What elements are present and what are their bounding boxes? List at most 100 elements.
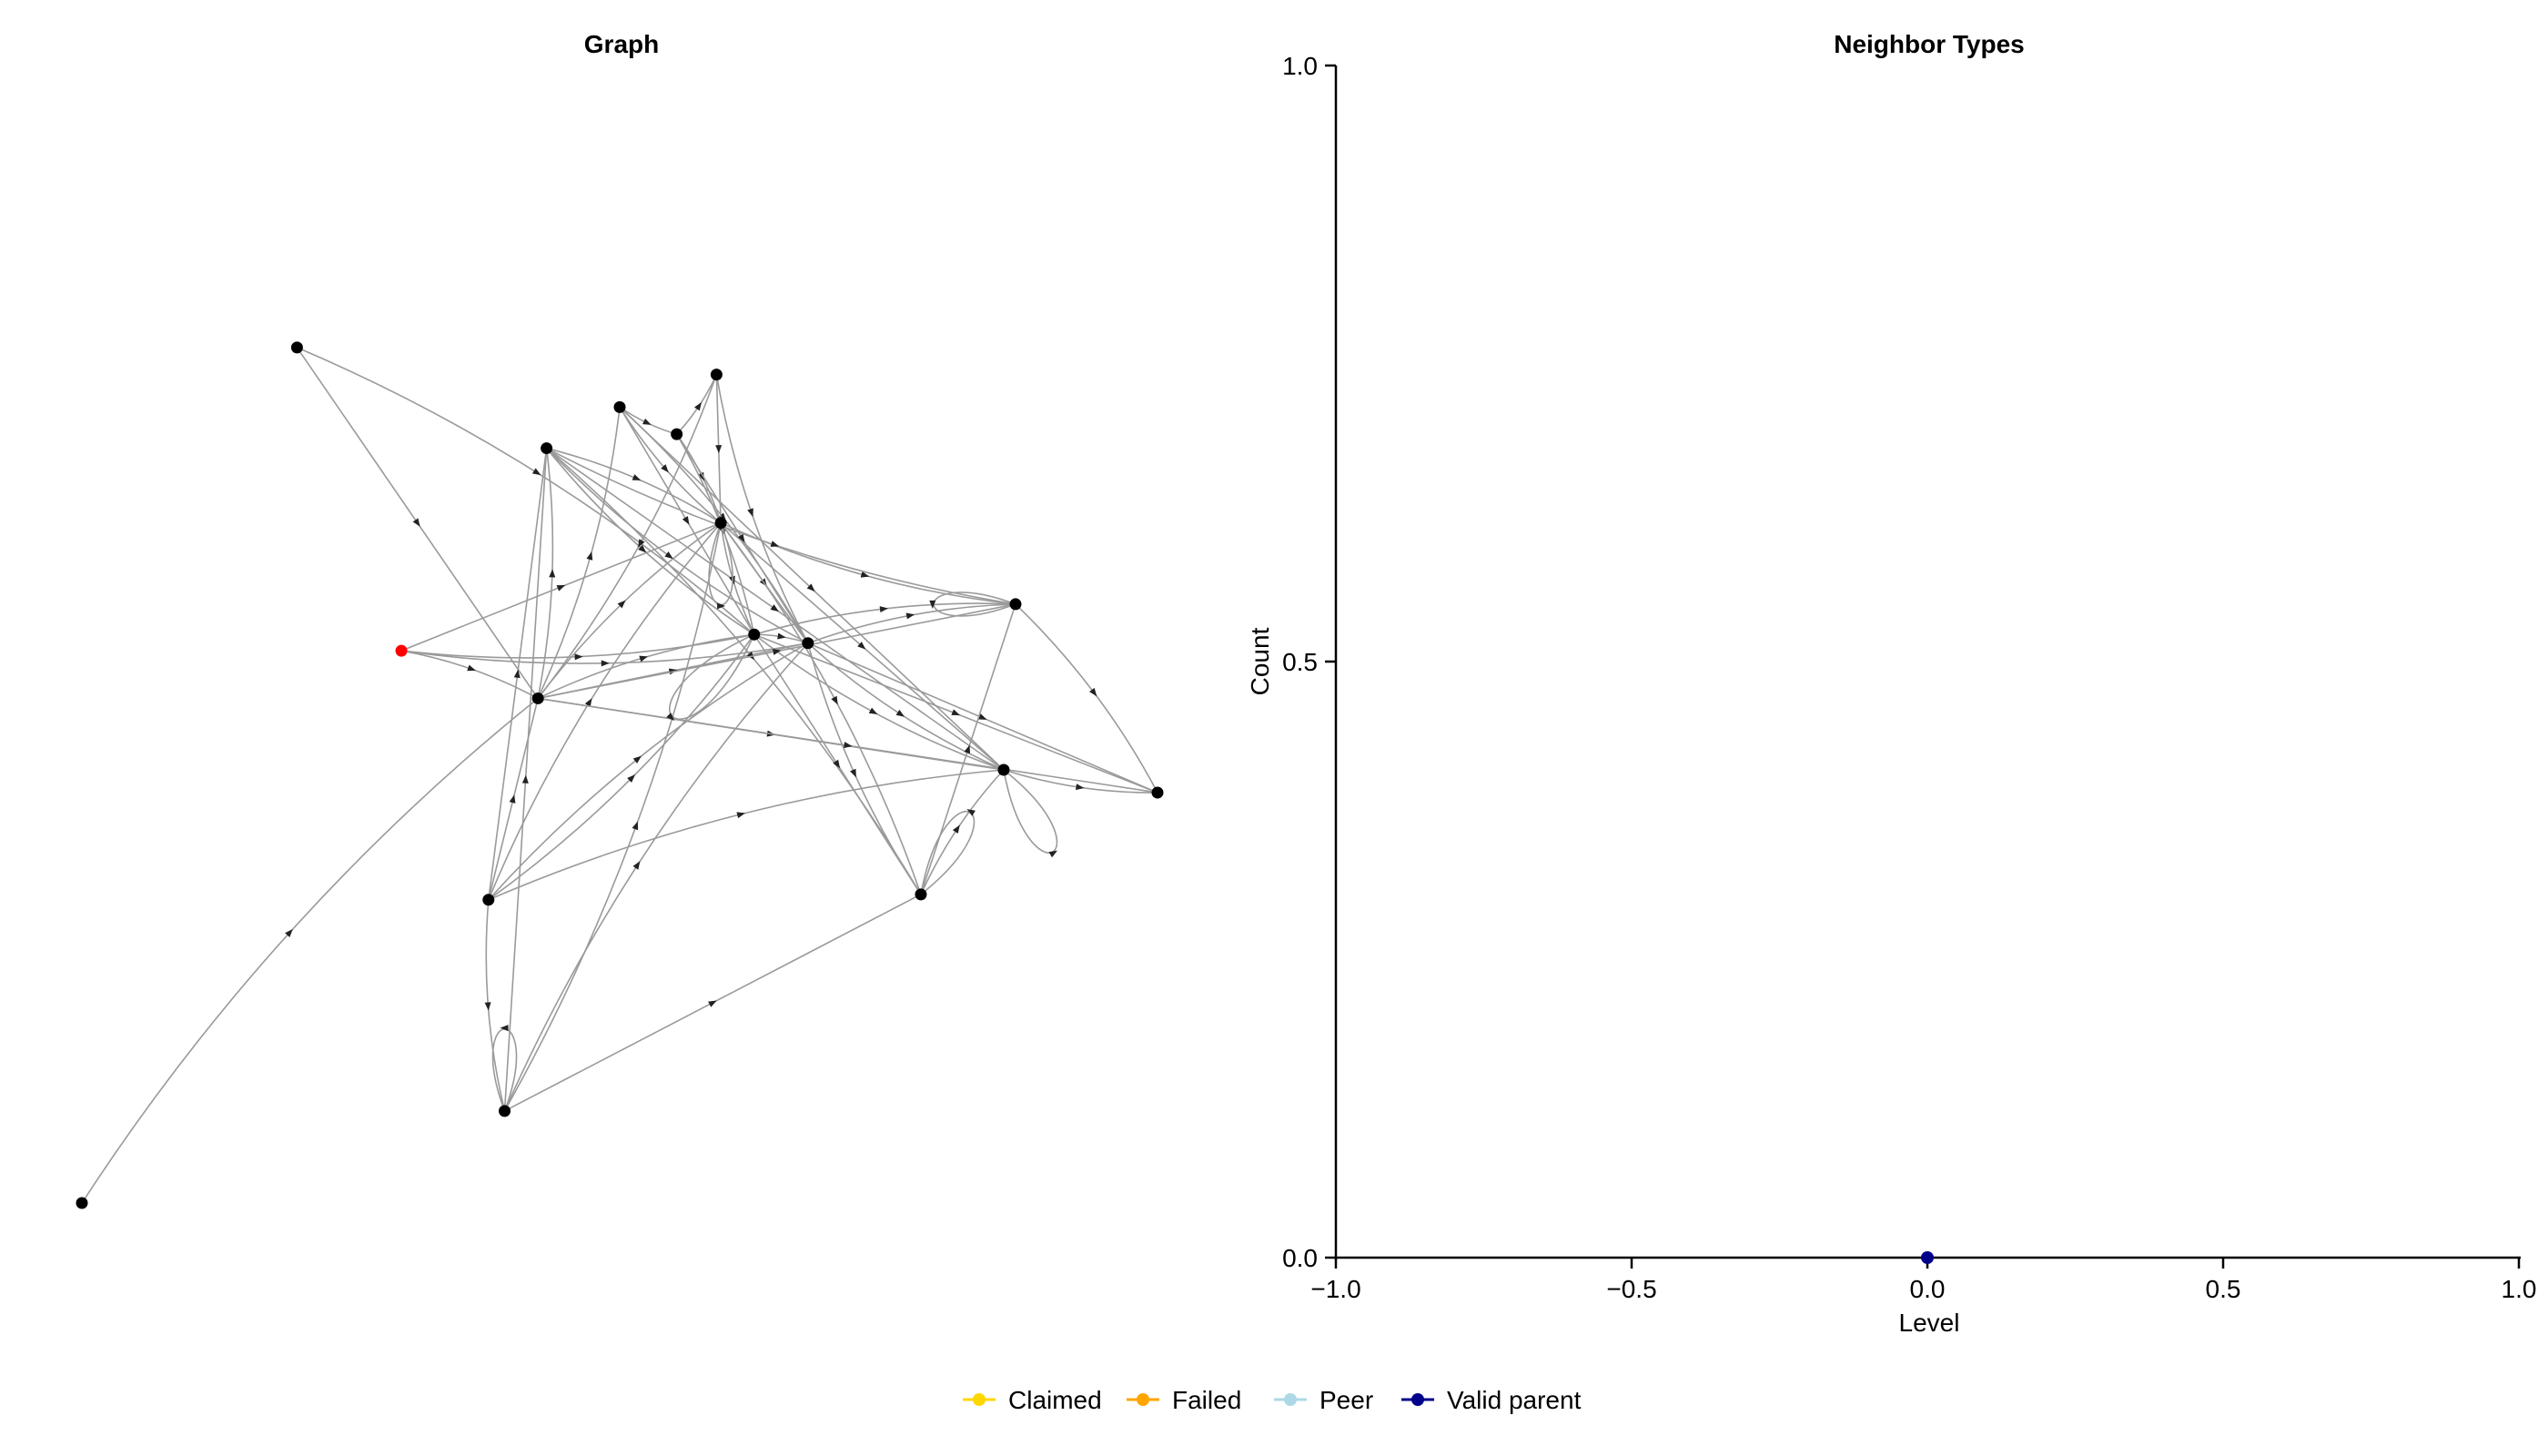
graph-edge — [715, 374, 809, 644]
x-tick-label: 0.0 — [1910, 1275, 1946, 1303]
edge-arrow — [509, 794, 516, 804]
graph-edge — [400, 642, 808, 664]
graph-node — [1009, 598, 1022, 611]
edge-arrow — [601, 660, 610, 667]
x-ticks: −1.0 −0.5 0.0 0.5 1.0 — [1310, 1258, 2536, 1303]
graph-edge — [488, 642, 809, 901]
x-axis-label: Level — [1899, 1309, 1960, 1337]
graph-node — [714, 517, 727, 530]
edge-arrow — [632, 474, 642, 480]
graph-node — [76, 1197, 88, 1209]
scatter-title: Neighbor Types — [1834, 30, 2025, 58]
edge-arrow — [770, 541, 780, 547]
legend-label: Valid parent — [1447, 1386, 1582, 1414]
edge-arrow — [586, 551, 593, 561]
graph-nodes — [76, 341, 1164, 1209]
graph-edges — [81, 347, 1158, 1204]
edge-arrow — [574, 653, 583, 661]
x-tick-label: −0.5 — [1606, 1275, 1656, 1303]
edge-arrow — [556, 585, 566, 592]
edge-arrow — [642, 418, 652, 425]
edge-arrow — [638, 539, 645, 548]
edge-arrow — [844, 742, 853, 749]
graph-node — [997, 763, 1010, 776]
edge-arrow — [857, 642, 866, 650]
legend-label: Peer — [1320, 1386, 1373, 1414]
edge-arrow — [531, 468, 541, 476]
edge-arrow — [584, 698, 592, 707]
edge-arrow — [736, 812, 746, 819]
edge-arrow — [664, 551, 673, 560]
edge-arrow — [627, 774, 635, 784]
edge-arrow — [833, 759, 841, 769]
edge-arrow — [513, 669, 521, 679]
edge-arrow — [666, 713, 675, 721]
edge-arrow — [772, 649, 782, 655]
graph-edge — [488, 769, 1005, 901]
edge-arrow — [929, 600, 936, 609]
edge-arrow — [549, 569, 556, 578]
scatter-points — [1921, 1251, 1934, 1264]
edge-arrow — [777, 632, 786, 640]
graph-node — [671, 428, 683, 440]
legend-label: Failed — [1172, 1386, 1241, 1414]
graph-node — [915, 888, 927, 901]
graph-node — [290, 341, 303, 354]
graph-node-highlighted — [395, 644, 408, 657]
edge-arrow — [951, 709, 961, 715]
scatter-panel: Neighbor Types −1.0 −0.5 0.0 0.5 1.0 0.0 0.5 1… — [1246, 30, 2536, 1337]
edge-arrow — [467, 664, 476, 672]
edge-arrow — [484, 1002, 491, 1011]
edge-arrow — [747, 508, 753, 517]
edge-arrow — [737, 533, 745, 543]
edge-arrow — [879, 606, 888, 613]
y-axis-label: Count — [1246, 627, 1274, 695]
graph-edge — [546, 447, 722, 524]
y-ticks: 0.0 0.5 1.0 — [1282, 52, 1336, 1272]
y-tick-label: 0.0 — [1282, 1244, 1318, 1272]
legend-marker — [1137, 1393, 1149, 1406]
scatter-point — [1921, 1251, 1934, 1264]
graph-node — [482, 894, 495, 906]
legend-label: Claimed — [1008, 1386, 1102, 1414]
y-tick-label: 1.0 — [1282, 52, 1318, 80]
edge-arrow — [868, 707, 878, 714]
edge-arrow — [715, 445, 723, 454]
graph-node — [613, 400, 626, 413]
graph-edge — [400, 633, 754, 659]
edge-arrow — [746, 651, 755, 661]
y-tick-label: 0.5 — [1282, 648, 1318, 676]
edge-arrow — [895, 709, 905, 717]
graph-edge — [488, 522, 722, 901]
edge-arrow — [966, 809, 976, 816]
edge-arrow — [806, 583, 815, 592]
graph-edge — [807, 642, 1005, 771]
edge-arrow — [1089, 687, 1097, 697]
edge-arrow — [831, 695, 838, 705]
graph-node — [541, 442, 553, 455]
edge-arrow — [1048, 850, 1057, 858]
graph-title: Graph — [584, 30, 659, 58]
edge-arrow — [632, 821, 639, 831]
edge-arrow — [977, 713, 987, 720]
legend-marker — [1284, 1393, 1297, 1406]
graph-edge — [503, 522, 722, 1112]
x-tick-label: 0.5 — [2206, 1275, 2241, 1303]
edge-arrow — [661, 464, 669, 473]
edge-arrow — [952, 824, 960, 834]
edge-arrow — [905, 612, 915, 620]
graph-edge — [81, 697, 539, 1204]
edge-arrow — [717, 602, 726, 610]
graph-edge — [546, 448, 809, 644]
edge-arrow — [850, 768, 856, 778]
graph-panel: Graph — [76, 30, 1164, 1209]
edge-arrow — [632, 861, 641, 870]
edge-arrow — [285, 928, 293, 937]
edge-arrow — [860, 571, 870, 578]
edge-arrow — [770, 604, 779, 612]
edge-arrow — [708, 1000, 717, 1007]
edge-arrow — [639, 655, 648, 662]
edge-arrow — [693, 401, 702, 411]
edge-arrow — [964, 744, 971, 754]
graph-node — [1151, 786, 1164, 799]
